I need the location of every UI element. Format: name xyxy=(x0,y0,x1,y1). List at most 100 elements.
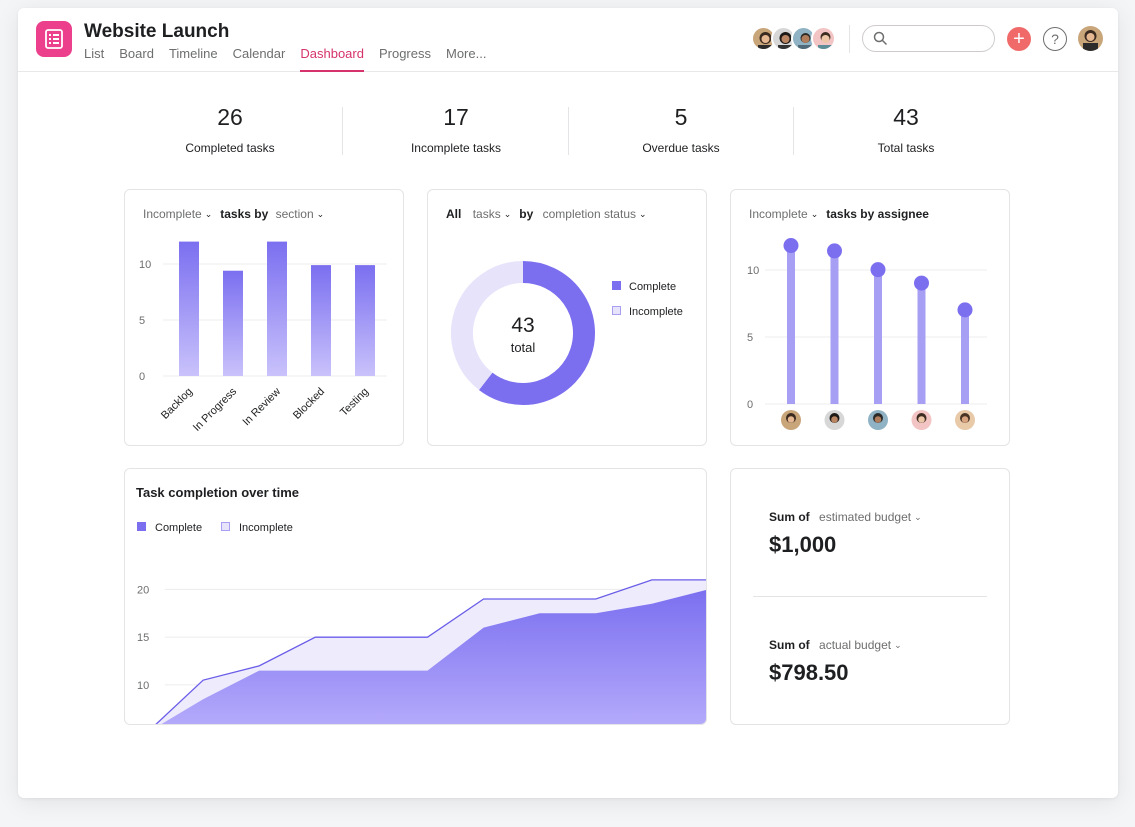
lollipop-dot xyxy=(914,275,929,291)
legend-swatch xyxy=(612,306,621,315)
lollipop-stem xyxy=(961,312,969,404)
avatar[interactable] xyxy=(811,26,836,51)
stat-divider xyxy=(793,107,794,155)
avatar-face xyxy=(918,416,925,423)
budget-divider xyxy=(753,596,987,597)
tab-more[interactable]: More... xyxy=(446,46,487,61)
filter-dropdown[interactable]: Incomplete xyxy=(143,207,202,221)
status-donut-chart: 43 total Complete Incomplete xyxy=(451,261,683,405)
toolbar-divider xyxy=(849,25,850,53)
chevron-down-icon[interactable]: ⌄ xyxy=(204,209,213,219)
lollipop-dot xyxy=(783,238,799,254)
card-header: All tasks ⌄ by completion status ⌄ xyxy=(446,207,655,221)
top-bar: Website Launch List Board Timeline Calendar… xyxy=(18,8,1118,72)
legend-swatch xyxy=(612,281,621,290)
donut-slice xyxy=(479,261,595,405)
field-dropdown[interactable]: actual budget xyxy=(819,638,892,652)
avatar-face xyxy=(961,416,969,423)
stat-value: 26 xyxy=(217,104,243,130)
card-title: tasks by xyxy=(220,207,269,221)
group-dropdown[interactable]: section xyxy=(275,207,314,221)
lollipop-stem xyxy=(830,253,839,404)
app-window: Website Launch List Board Timeline Calendar… xyxy=(18,8,1118,798)
plus-icon[interactable]: + xyxy=(1007,27,1031,51)
avatar-face xyxy=(831,416,838,423)
y-tick-label: 20 xyxy=(137,584,149,596)
chevron-down-icon[interactable]: ⌄ xyxy=(639,209,647,219)
card-header: Incomplete ⌄ tasks by section ⌄ xyxy=(143,207,332,221)
lollipop-dot xyxy=(827,243,842,259)
bar xyxy=(311,265,331,376)
tasks-dropdown[interactable]: tasks xyxy=(472,207,501,221)
stat-value: 17 xyxy=(443,104,469,130)
search-icon xyxy=(873,31,888,51)
legend-label: Complete xyxy=(155,522,202,534)
filter-dropdown[interactable]: Incomplete xyxy=(749,207,808,221)
tab-board[interactable]: Board xyxy=(119,46,154,61)
stat-incomplete: 17 Incomplete tasks xyxy=(356,104,556,155)
stat-label: Incomplete tasks xyxy=(410,141,502,155)
chevron-down-icon[interactable]: ⌄ xyxy=(894,640,902,650)
stat-value: 5 xyxy=(674,104,688,130)
group-dropdown[interactable]: completion status xyxy=(542,207,636,221)
y-tick-label: 0 xyxy=(747,399,753,411)
tab-list[interactable]: List xyxy=(84,46,105,61)
legend-label: Complete xyxy=(629,281,676,293)
bar xyxy=(223,270,243,376)
bar xyxy=(267,241,287,376)
y-tick-label: 10 xyxy=(139,259,151,271)
sum-of-label: Sum of xyxy=(769,510,810,524)
filter-all[interactable]: All xyxy=(446,207,462,221)
legend-label: Incomplete xyxy=(629,306,683,318)
chevron-down-icon[interactable]: ⌄ xyxy=(503,209,512,219)
budget-card[interactable]: Sum of estimated budget ⌄ $1,000 Sum of a… xyxy=(730,468,1010,725)
card-title: Task completion over time xyxy=(136,485,300,500)
estimated-budget-value: $1,000 xyxy=(769,532,837,557)
by-label: by xyxy=(519,207,534,221)
y-tick-label: 5 xyxy=(139,315,145,327)
legend-swatch xyxy=(137,522,146,531)
chevron-down-icon[interactable]: ⌄ xyxy=(316,209,325,219)
avatar-face xyxy=(874,416,882,423)
stat-value: 43 xyxy=(893,104,919,130)
stat-divider xyxy=(342,107,343,155)
section-chart-card[interactable]: Incomplete ⌄ tasks by section ⌄ 0 5 10 Backlog… xyxy=(124,189,404,446)
bar xyxy=(179,241,199,376)
tab-calendar[interactable]: Calendar xyxy=(232,46,286,61)
chevron-down-icon[interactable]: ⌄ xyxy=(914,512,922,522)
sum-of-label: Sum of xyxy=(769,638,810,652)
avatar-face xyxy=(787,416,795,423)
question-icon[interactable]: ? xyxy=(1043,27,1067,51)
x-tick-label: Testing xyxy=(338,386,371,419)
field-dropdown[interactable]: estimated budget xyxy=(819,510,912,524)
donut-slice xyxy=(451,261,524,390)
user-avatar[interactable] xyxy=(1078,26,1103,51)
status-chart-card[interactable]: All tasks ⌄ by completion status ⌄ 43 total C… xyxy=(427,189,707,446)
avatar[interactable] xyxy=(791,26,816,51)
chevron-down-icon[interactable]: ⌄ xyxy=(810,209,819,219)
x-tick-label: In Progress xyxy=(191,385,240,434)
stat-total: 43 Total tasks xyxy=(806,104,1006,155)
project-members[interactable] xyxy=(751,26,836,51)
y-tick-label: 15 xyxy=(137,632,149,644)
stat-completed: 26 Completed tasks xyxy=(130,104,330,155)
tab-timeline[interactable]: Timeline xyxy=(168,46,218,61)
tab-dashboard[interactable]: Dashboard xyxy=(300,46,364,72)
complete-area xyxy=(161,589,706,724)
stat-divider xyxy=(568,107,569,155)
assignee-chart-card[interactable]: Incomplete ⌄ tasks by assignee 0 5 10 xyxy=(730,189,1010,446)
bar xyxy=(355,265,375,376)
lollipop-dot xyxy=(870,262,886,278)
completion-time-card[interactable]: Task completion over time Complete Incomp… xyxy=(124,468,707,725)
search-input[interactable] xyxy=(862,25,995,52)
x-tick-label: In Review xyxy=(240,386,283,429)
checklist-icon[interactable] xyxy=(36,21,72,57)
completion-area-chart: Complete Incomplete 10 15 20 xyxy=(137,522,706,724)
lollipop-dot xyxy=(957,302,973,318)
donut-total-value: 43 xyxy=(511,314,534,337)
project-title: Website Launch xyxy=(84,21,230,42)
tab-progress[interactable]: Progress xyxy=(378,46,431,61)
project-tabs: List Board Timeline Calendar Dashboard Progre… xyxy=(84,46,501,72)
lollipop-stem xyxy=(917,286,926,404)
estimated-budget-label: Sum of estimated budget ⌄ xyxy=(769,510,930,524)
